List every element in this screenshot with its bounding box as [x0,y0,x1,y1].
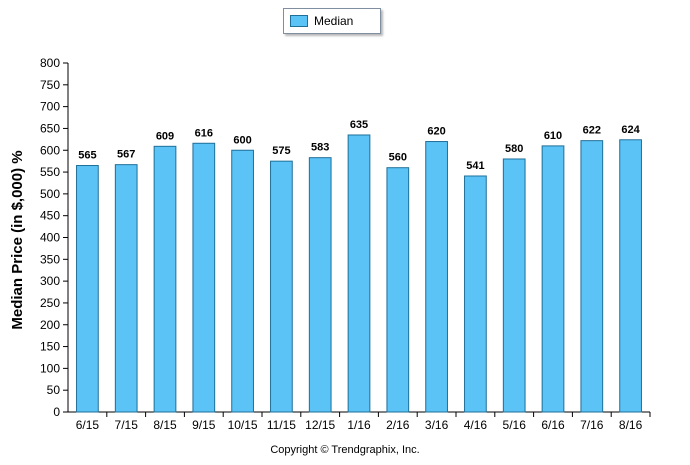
y-tick-label: 800 [40,56,60,70]
y-tick-label: 650 [40,121,60,135]
y-tick-label: 400 [40,231,60,245]
data-label: 565 [78,150,96,162]
bar [386,167,410,413]
y-tick-label: 500 [40,187,60,201]
bar [192,142,216,413]
data-label: 583 [311,142,329,154]
x-tick-label: 8/15 [153,418,177,432]
data-label: 541 [466,160,484,172]
axes: 0 50 100 150 200 250 300 350 400 450 500 550 600 650 7… [40,56,651,432]
bar [464,175,487,413]
data-label: 635 [350,119,368,131]
x-tick-label: 11/15 [267,418,296,432]
x-tick-label: 7/15 [115,418,139,432]
data-label: 575 [272,145,290,157]
y-axis-label: Median Price (in $,000) % [9,150,26,329]
data-label: 600 [233,134,251,146]
y-tick-label: 350 [40,252,60,266]
x-tick-label: 2/16 [386,418,410,432]
bar [425,141,448,413]
bar [580,140,604,413]
legend-swatch [290,15,308,27]
x-tick-label: 3/16 [425,418,449,432]
legend-label: Median [314,14,354,28]
data-label: 622 [583,125,601,137]
bar [541,145,565,413]
bar [347,134,371,413]
x-tick-label: 6/15 [76,418,100,432]
bar [619,139,642,413]
data-label: 624 [621,124,640,136]
y-tick-label: 450 [40,209,60,223]
bar [114,164,138,413]
bar [502,158,526,413]
y-tick-label: 250 [40,296,60,310]
x-tick-label: 5/16 [503,418,527,432]
y-tick-label: 750 [40,78,60,92]
data-label: 580 [505,143,523,155]
y-tick-label: 150 [40,340,60,354]
bar [153,145,177,413]
bar [270,160,293,413]
y-tick-label: 200 [40,318,60,332]
y-tick-label: 600 [40,143,60,157]
x-tick-label: 8/16 [619,418,643,432]
data-label: 610 [544,130,562,142]
y-tick-label: 300 [40,274,60,288]
x-tick-label: 6/16 [541,418,565,432]
x-tick-label: 12/15 [305,418,335,432]
bars: 565 567 609 616 600 575 583 635 560 620 541 580 610 6… [76,119,642,413]
x-tick-label: 1/16 [347,418,371,432]
copyright-text: Copyright © Trendgraphix, Inc. [270,444,420,456]
bar [231,149,254,413]
x-tick-label: 4/16 [464,418,488,432]
y-tick-label: 100 [40,361,60,375]
data-label: 567 [117,149,135,161]
y-tick-label: 550 [40,165,60,179]
bar [308,157,332,413]
bar [76,165,99,413]
data-label: 560 [389,152,407,164]
y-tick-label: 700 [40,100,60,114]
data-label: 609 [156,130,174,142]
data-label: 620 [427,126,445,138]
x-tick-label: 9/15 [192,418,216,432]
y-tick-label: 0 [53,405,60,419]
x-tick-label: 7/16 [580,418,604,432]
x-tick-label: 10/15 [228,418,258,432]
y-tick-label: 50 [47,383,61,397]
data-label: 616 [195,127,213,139]
legend: Median [283,8,381,34]
